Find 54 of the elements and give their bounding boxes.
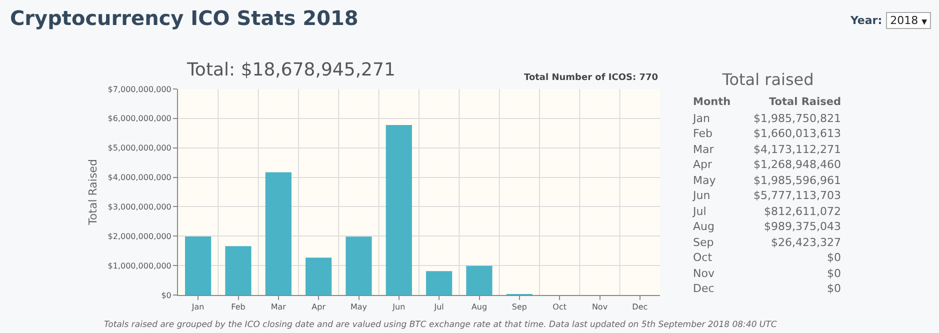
text: Year: [850,14,882,27]
text: $0 [826,250,841,266]
y-tick-label: $6,000,000,000 [108,114,172,124]
x-tick-label: Apr [312,302,326,312]
x-tick-label: May [350,302,368,312]
text: $4,173,112,271 [752,142,841,157]
text: $989,375,043 [763,219,841,234]
category-label: Jun [693,189,710,202]
y-tick-label: $7,000,000,000 [108,84,172,94]
y-tick-label: $2,000,000,000 [108,232,172,241]
text: Month [693,95,732,110]
x-tick-label: Jul [433,302,444,312]
category-label: Dec [693,282,714,295]
text: $812,611,072 [763,204,841,219]
category-label: Jan [693,112,710,124]
chart-subtitle: Total: $18,678,945,271 [186,59,396,80]
x-tick-label: Sep [512,302,527,312]
x-tick-label: Oct [552,302,566,312]
text: Total raised [721,70,815,89]
category-label: May [693,174,716,186]
category-label: Feb [693,127,712,140]
text: 2018 [890,14,918,27]
x-tick-label: Aug [471,302,488,312]
text: $5,777,113,703 [752,188,841,204]
x-tick-label: Dec [632,302,648,312]
y-tick-label: $4,000,000,000 [108,173,172,182]
text: $0 [826,281,841,296]
text: Total Raised [768,95,841,110]
y-tick-label: $1,000,000,000 [108,261,172,270]
text: $1,268,948,460 [752,157,841,172]
x-tick-label: Feb [231,302,246,312]
category-label: Sep [693,236,714,248]
y-tick-label: $5,000,000,000 [108,144,172,153]
category-label: Aug [693,220,714,233]
y-tick-label: $0 [161,290,172,300]
category-label: Apr [693,158,712,171]
text: Total Number of ICOS: 770 [524,73,658,83]
x-tick-label: Jun [392,302,406,312]
x-tick-label: Nov [592,302,608,312]
category-label: Mar [693,142,714,156]
y-axis-title: Total Raised [86,159,100,226]
text: Totals raised are grouped by the ICO closing date and are valued using BTC exchange rate at that time. Data last updated on 5th September 2018 08:40 UTC [104,320,777,330]
x-tick-label: Jan [190,302,204,312]
text: $1,660,013,613 [752,126,841,142]
category-label: Nov [693,266,714,280]
y-tick-label: $3,000,000,000 [108,202,172,212]
category-label: Jul [693,204,706,218]
text: $1,985,596,961 [752,172,841,188]
text: $26,423,327 [770,234,841,250]
text: $1,985,750,821 [752,110,841,126]
chart-title: Cryptocurrency ICO Stats 2018 [10,6,358,30]
category-label: Oct [693,251,712,264]
text: $0 [826,266,841,281]
x-tick-label: Mar [270,302,287,312]
